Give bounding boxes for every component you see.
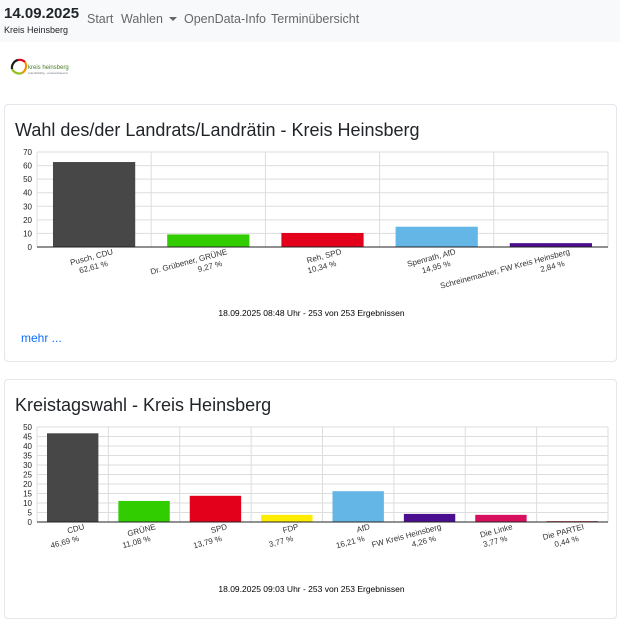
landrat-y-tick-label: 0 <box>28 243 33 252</box>
kreistag-category-label: AfD <box>356 522 371 534</box>
kreistag-value-label: 16,21 % <box>335 534 366 550</box>
kreistag-y-tick-label: 45 <box>23 433 32 442</box>
landrat-bar <box>167 234 250 247</box>
kreistag-category-label: CDU <box>66 522 85 535</box>
kreistag-election-card: Kreistagswahl - Kreis Heinsberg 0 5 10 15 20… <box>4 379 617 619</box>
nav-wahlen-dropdown[interactable]: Wahlen <box>121 12 177 27</box>
kreistag-election-title: Kreistagswahl - Kreis Heinsberg <box>15 395 272 415</box>
kreistag-value-label: 11,08 % <box>121 534 151 550</box>
kreistag-bar <box>475 514 527 522</box>
landrat-bar <box>395 226 478 247</box>
landrat-y-tick-label: 20 <box>23 216 32 225</box>
kreistag-y-tick-label: 50 <box>23 423 32 432</box>
chevron-down-icon[interactable] <box>168 17 177 21</box>
kreis-heinsberg-logo: kreis heinsberg zukunftsfähig · voraussc… <box>10 58 69 75</box>
election-date[interactable]: 14.09.2025 <box>4 5 80 22</box>
kreistag-y-tick-label: 40 <box>23 442 32 451</box>
landrat-y-tick-label: 60 <box>23 162 32 171</box>
district-name[interactable]: Kreis Heinsberg <box>4 25 69 35</box>
kreistag-y-tick-label: 30 <box>23 461 32 470</box>
kreistag-y-tick-label: 20 <box>23 480 32 489</box>
kreistag-bar <box>118 500 170 522</box>
landrat-y-tick-label: 40 <box>23 189 32 198</box>
landrat-y-tick-label: 30 <box>23 202 32 211</box>
logo-text: kreis heinsberg <box>28 65 69 71</box>
navbar-brand[interactable]: 14.09.2025 Kreis Heinsberg <box>4 5 79 36</box>
kreistag-category-label: FDP <box>282 522 300 535</box>
kreistag-bar <box>46 433 99 522</box>
kreistag-bar <box>189 495 242 522</box>
landrat-election-card: Wahl des/der Landrats/Landrätin - Kreis … <box>4 104 617 362</box>
kreistag-value-label: 13,79 % <box>192 534 223 550</box>
landrat-more-link[interactable]: mehr ... <box>21 331 62 345</box>
nav-start[interactable]: Start <box>87 12 114 26</box>
landrat-y-tick-label: 50 <box>23 175 32 184</box>
nav-wahlen-label[interactable]: Wahlen <box>121 12 163 26</box>
landrat-y-tick-label: 10 <box>23 229 32 238</box>
kreistag-value-label: 46,69 % <box>50 534 81 550</box>
kreistag-bar <box>403 513 456 522</box>
nav-opendata-info[interactable]: OpenData-Info <box>184 12 266 26</box>
kreistag-y-tick-label: 10 <box>23 499 32 508</box>
landrat-bar <box>281 232 364 247</box>
kreistag-results-status: 18.09.2025 09:03 Uhr - 253 von 253 Ergeb… <box>218 584 405 594</box>
kreistag-bar <box>332 491 384 522</box>
landrat-bar <box>509 243 593 247</box>
logo-tagline: zukunftsfähig · vorausschauend <box>28 71 68 75</box>
kreistag-category-label: SPD <box>210 522 228 535</box>
landrat-results-status: 18.09.2025 08:48 Uhr - 253 von 253 Ergeb… <box>218 308 405 318</box>
kreistag-y-tick-label: 0 <box>28 518 33 527</box>
kreistag-y-tick-label: 15 <box>23 490 32 499</box>
kreistag-value-label: 3,77 % <box>268 534 294 549</box>
kreistag-grid <box>36 426 609 523</box>
nav-terminuebersicht[interactable]: Terminübersicht <box>271 12 360 26</box>
navbar: 14.09.2025 Kreis Heinsberg Start Wahlen … <box>0 0 620 42</box>
kreistag-y-tick-label: 25 <box>23 471 32 480</box>
landrat-y-tick-label: 70 <box>23 148 32 157</box>
landrat-bar <box>52 162 136 247</box>
kreistag-y-tick-label: 35 <box>23 452 32 461</box>
kreistag-bar <box>261 514 313 522</box>
kreistag-y-tick-label: 5 <box>28 509 33 518</box>
landrat-election-title: Wahl des/der Landrats/Landrätin - Kreis … <box>15 120 420 140</box>
